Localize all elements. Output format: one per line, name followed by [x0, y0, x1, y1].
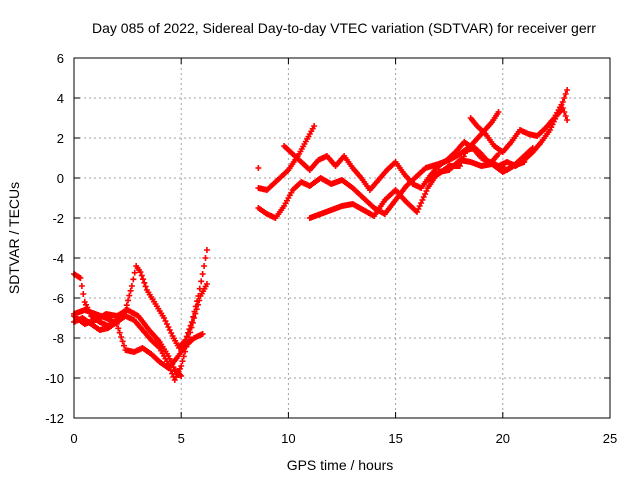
y-tick-label: -12	[45, 411, 64, 426]
data-point	[196, 297, 203, 304]
x-axis-ticks: 0 5 10 15 20 25	[70, 58, 617, 446]
series-track-a	[71, 247, 210, 351]
y-axis-ticks: -12 -10 -8 -6 -4 -2 0 2 4 6	[45, 51, 610, 426]
data-point	[562, 91, 569, 97]
data-point	[128, 283, 135, 289]
data-point	[137, 269, 144, 275]
y-tick-label: -4	[52, 251, 64, 266]
data-point	[77, 275, 84, 281]
data-point	[118, 334, 125, 340]
x-tick-label: 10	[281, 431, 295, 446]
data-points	[71, 87, 571, 383]
plot-border	[73, 57, 611, 419]
data-point	[121, 342, 128, 349]
data-point	[127, 287, 134, 294]
data-point	[123, 302, 130, 309]
x-tick-label: 15	[388, 431, 402, 446]
data-point	[140, 276, 147, 283]
x-tick-label: 5	[178, 431, 185, 446]
data-point	[142, 283, 149, 290]
data-point	[113, 321, 120, 327]
data-point	[458, 159, 465, 166]
y-tick-label: 4	[57, 91, 64, 106]
y-tick-label: 2	[57, 131, 64, 146]
data-point	[131, 269, 138, 276]
data-point	[185, 334, 192, 341]
data-point	[459, 156, 466, 163]
series-track-j	[495, 105, 571, 169]
y-tick-label: -10	[45, 371, 64, 386]
data-point	[203, 247, 210, 253]
data-point	[116, 329, 123, 336]
data-point	[456, 163, 463, 169]
data-point	[80, 291, 87, 297]
data-point	[138, 272, 145, 279]
data-point	[194, 301, 201, 308]
data-point	[119, 338, 126, 345]
data-point	[141, 279, 148, 286]
data-point	[564, 117, 571, 123]
x-tick-label: 25	[603, 431, 617, 446]
data-point	[311, 123, 318, 129]
data-point	[192, 310, 199, 317]
data-point	[125, 297, 132, 304]
data-point	[180, 353, 187, 360]
series-track-i	[467, 87, 571, 155]
series-track-d	[71, 307, 185, 379]
y-axis-label: SDTVAR / TECUs	[6, 182, 22, 294]
data-point	[202, 255, 209, 261]
chart-title: Day 085 of 2022, Sidereal Day-to-day VTE…	[92, 20, 596, 36]
y-tick-label: 6	[57, 51, 64, 66]
data-point	[559, 99, 566, 105]
grid-lines	[74, 58, 610, 418]
x-axis-label: GPS time / hours	[287, 457, 394, 473]
data-point	[115, 325, 122, 332]
data-point	[255, 165, 262, 171]
data-point	[187, 329, 194, 336]
data-point	[169, 370, 176, 377]
data-point	[198, 278, 205, 285]
y-tick-label: -2	[52, 211, 64, 226]
data-point	[189, 319, 196, 326]
data-point	[201, 263, 208, 269]
data-point	[495, 109, 502, 115]
data-point	[562, 113, 569, 119]
data-point	[564, 87, 571, 93]
data-point	[460, 153, 467, 160]
data-point	[199, 331, 206, 337]
data-point	[78, 283, 85, 289]
data-point	[561, 109, 568, 115]
data-point	[462, 150, 469, 157]
data-point	[178, 373, 185, 379]
data-point	[130, 276, 137, 283]
data-point	[561, 95, 568, 101]
data-point	[191, 315, 198, 321]
y-tick-label: -6	[52, 291, 64, 306]
series-track-k	[424, 145, 502, 183]
data-point	[199, 271, 206, 277]
data-point	[495, 151, 502, 157]
y-tick-label: -8	[52, 331, 64, 346]
data-point	[193, 306, 200, 313]
data-point	[559, 105, 566, 111]
x-tick-label: 20	[496, 431, 510, 446]
x-tick-label: 0	[70, 431, 77, 446]
y-tick-label: 0	[57, 171, 64, 186]
data-point	[178, 363, 185, 369]
data-point	[203, 281, 210, 287]
data-point	[179, 358, 186, 365]
series-track-b	[71, 281, 210, 383]
data-point	[188, 324, 195, 331]
data-point	[126, 292, 133, 299]
